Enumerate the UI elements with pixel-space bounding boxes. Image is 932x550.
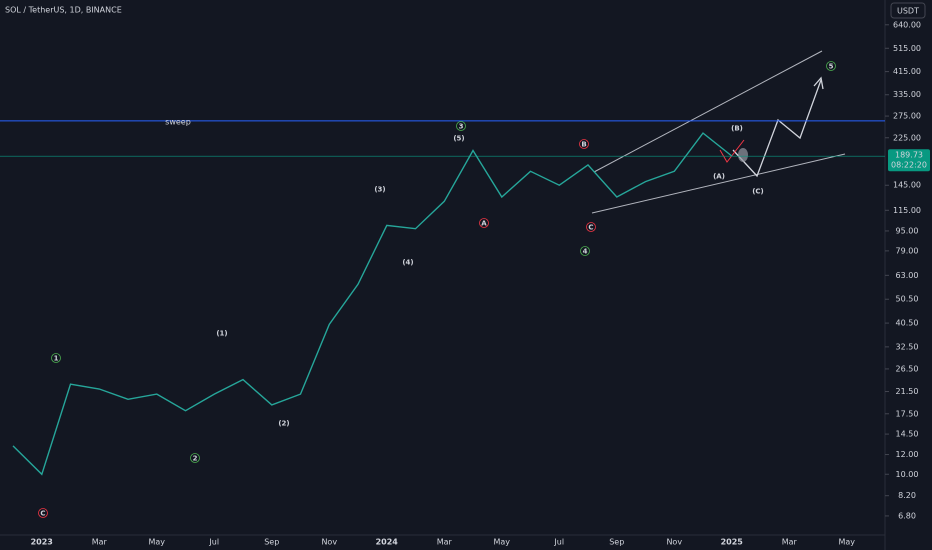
wave-label: C — [588, 224, 593, 232]
y-tick-label: 8.20 — [898, 491, 916, 500]
wave-label: (4) — [402, 259, 413, 267]
wave-label: A — [481, 220, 487, 228]
y-tick-label: 640.00 — [893, 20, 921, 29]
target-zone — [738, 148, 748, 162]
x-tick-label: May — [148, 538, 165, 547]
wave-circle — [586, 222, 596, 232]
wave-circle — [51, 353, 61, 363]
wave-circle — [579, 139, 589, 149]
x-tick-label: Nov — [666, 538, 682, 547]
wave-circle — [456, 121, 466, 131]
wave-label: (2) — [278, 420, 289, 428]
wave-label: (A) — [713, 173, 725, 181]
y-tick-label: 145.00 — [893, 181, 921, 190]
sweep-label: sweep — [165, 117, 191, 126]
x-tick-label: 2023 — [31, 538, 53, 547]
x-tick-label: Jul — [208, 538, 219, 547]
y-tick-label: 95.00 — [896, 226, 919, 235]
x-tick-label: Jul — [553, 538, 564, 547]
price-line — [12, 132, 733, 476]
wave-label: B — [581, 141, 586, 149]
wave-label: 5 — [829, 63, 834, 71]
x-tick-label: Sep — [609, 538, 624, 547]
price-tag-countdown: 08:22:20 — [891, 161, 927, 170]
wave-label: C — [40, 510, 45, 518]
price-tag-value: 189.73 — [895, 151, 923, 160]
y-tick-label: 17.50 — [896, 409, 919, 418]
y-tick-label: 21.50 — [896, 387, 919, 396]
projection-arrow — [813, 76, 824, 90]
wave-label: 4 — [583, 248, 588, 256]
y-tick-label: 275.00 — [893, 112, 921, 121]
wave-label: (B) — [731, 125, 743, 133]
x-tick-label: May — [838, 538, 855, 547]
upper-trendline — [593, 50, 823, 173]
wave-label: 1 — [54, 355, 59, 363]
y-tick-label: 12.00 — [896, 450, 919, 459]
y-tick-label: 335.00 — [893, 90, 921, 99]
x-tick-label: Mar — [92, 538, 108, 547]
y-tick-label: 6.80 — [898, 511, 916, 520]
symbol-title: SOL / TetherUS, 1D, BINANCE — [5, 6, 122, 15]
y-tick-label: 32.50 — [896, 342, 919, 351]
x-tick-label: Sep — [264, 538, 279, 547]
y-tick-label: 40.50 — [896, 319, 919, 328]
wave-label: (C) — [752, 188, 764, 196]
y-tick-label: 26.50 — [896, 364, 919, 373]
y-tick-label: 79.00 — [896, 246, 919, 255]
wave-circle — [479, 218, 489, 228]
wave-label: (1) — [216, 330, 227, 338]
y-tick-label: 515.00 — [893, 44, 921, 53]
wave-label: (5) — [453, 135, 464, 143]
wave-sketch — [719, 139, 745, 163]
y-tick-label: 50.50 — [896, 295, 919, 304]
projection-path — [732, 79, 822, 178]
wave-circle — [190, 453, 200, 463]
x-tick-label: Mar — [782, 538, 798, 547]
currency-label[interactable]: USDT — [897, 7, 919, 16]
wave-label: 3 — [459, 123, 464, 131]
x-tick-label: Nov — [321, 538, 337, 547]
price-tag — [888, 149, 930, 172]
x-tick-label: 2025 — [721, 538, 744, 547]
x-tick-label: 2024 — [376, 538, 399, 547]
x-tick-label: Mar — [437, 538, 453, 547]
wave-label: (3) — [374, 186, 385, 194]
y-tick-label: 63.00 — [896, 271, 919, 280]
y-tick-label: 225.00 — [893, 133, 921, 142]
x-tick-label: May — [493, 538, 510, 547]
wave-circle — [826, 61, 836, 71]
currency-button[interactable] — [890, 2, 926, 19]
y-tick-label: 10.00 — [896, 470, 919, 479]
lower-trendline — [591, 153, 846, 214]
y-tick-label: 14.50 — [896, 430, 919, 439]
y-tick-label: 415.00 — [893, 67, 921, 76]
wave-label: 2 — [193, 455, 198, 463]
wave-circle — [38, 508, 48, 518]
wave-circle — [580, 246, 590, 256]
y-tick-label: 115.00 — [893, 206, 921, 215]
